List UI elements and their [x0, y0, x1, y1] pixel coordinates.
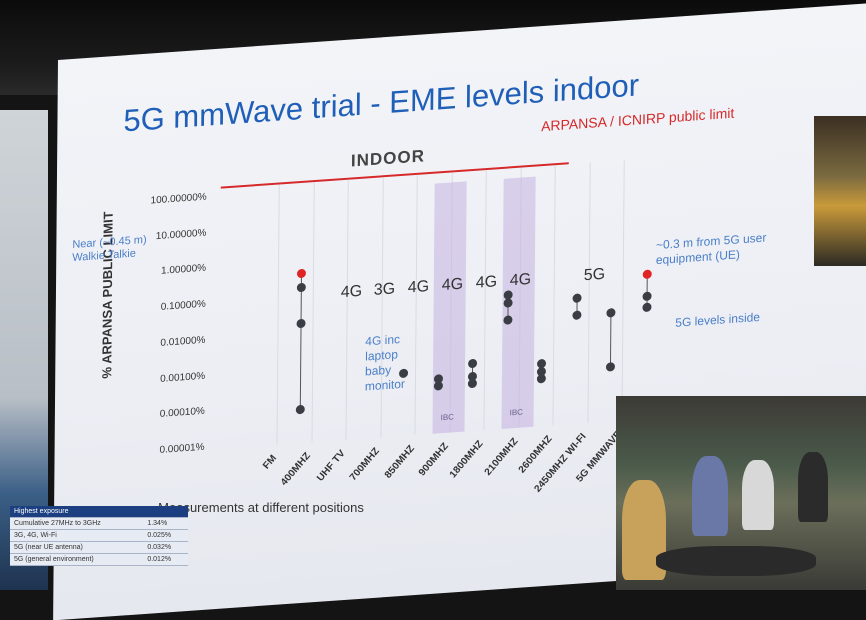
person-silhouette	[692, 456, 728, 536]
data-point	[295, 404, 305, 415]
data-point	[503, 290, 513, 300]
ibc-band-1800	[432, 181, 467, 434]
y-tick-label: 0.00010%	[159, 406, 205, 421]
row-value: 1.34%	[143, 517, 188, 530]
data-point	[642, 291, 652, 301]
y-tick-label: 1.00000%	[160, 263, 207, 278]
x-tick-label: 400MHZ	[279, 450, 314, 488]
data-point	[296, 283, 306, 293]
grid-line	[310, 182, 315, 443]
grid-line	[586, 162, 591, 423]
data-point	[468, 358, 478, 369]
x-tick-label: UHF TV	[315, 448, 348, 484]
x-tick-label: 900MHZ	[417, 441, 452, 479]
data-point	[296, 318, 306, 329]
highlight-point	[642, 269, 652, 280]
person-silhouette	[798, 452, 828, 522]
indoor-section-label: INDOOR	[350, 146, 426, 171]
grid-line	[276, 184, 280, 445]
measurements-note: • Measurements at different positions	[150, 500, 364, 515]
grid-line	[552, 165, 556, 426]
ue-annotation: ~0.3 m from 5G user equipment (UE)	[655, 230, 767, 268]
y-tick-label: 0.00001%	[159, 441, 205, 456]
person-silhouette	[742, 460, 774, 530]
row-label: 3G, 4G, Wi-Fi	[10, 529, 144, 542]
data-point	[572, 293, 582, 303]
grid-line	[621, 160, 625, 421]
tech-label-850: 3G	[373, 280, 396, 299]
data-point	[502, 315, 512, 325]
range-line	[299, 273, 302, 409]
tech-label-1800: 4G	[441, 275, 464, 295]
data-point	[571, 310, 581, 320]
tech-label-2100: 4G	[475, 273, 498, 292]
row-value: 0.032%	[143, 541, 188, 554]
table-row: 3G, 4G, Wi-Fi 0.025%	[10, 529, 188, 542]
5g-inside-annotation: 5G levels inside	[675, 309, 761, 330]
table-surface	[656, 546, 816, 576]
y-tick-label: 100.00000%	[150, 191, 207, 207]
x-tick-label: 700MHZ	[348, 445, 383, 484]
data-point	[606, 307, 616, 318]
data-point	[503, 298, 513, 308]
highlight-point	[296, 268, 306, 279]
row-value: 0.025%	[143, 529, 188, 542]
y-tick-label: 0.01000%	[160, 334, 206, 349]
x-tick-label: FM	[260, 453, 279, 472]
tech-label-2600: 4G	[509, 270, 532, 290]
x-tick-label: 850MHZ	[382, 443, 417, 481]
table-header-row: Highest exposure	[10, 506, 188, 518]
range-line	[609, 312, 612, 367]
x-tick-label: 1800MHZ	[447, 438, 486, 481]
tech-label-700: 4G	[340, 282, 363, 302]
x-tick-label: 2100MHZ	[482, 436, 521, 478]
table-header: Highest exposure	[10, 506, 188, 518]
tech-label-5g: 5G	[583, 265, 606, 285]
laptop-monitor-annotation: 4G inc laptop baby monitor	[364, 332, 406, 394]
tech-label-900: 4G	[407, 278, 430, 297]
row-label: 5G (general environment)	[10, 553, 144, 566]
public-limit-label: ARPANSA / ICNIRP public limit	[541, 104, 735, 135]
side-photo-top	[814, 116, 866, 266]
ibc-label-1: IBC	[440, 412, 455, 423]
grid-line	[414, 174, 418, 436]
ibc-label-2: IBC	[509, 407, 524, 418]
grid-line	[379, 177, 384, 438]
table-row: 5G (general environment) 0.012%	[10, 553, 188, 566]
y-tick-label: 0.10000%	[160, 298, 206, 313]
walkie-talkie-annotation: Near (~0.45 m) Walkie Talkie	[72, 233, 147, 265]
row-label: Cumulative 27MHz to 3GHz	[10, 517, 144, 530]
table-row: 5G (near UE antenna) 0.032%	[10, 541, 188, 554]
highest-exposure-table: Highest exposure Cumulative 27MHz to 3GH…	[10, 506, 188, 566]
data-point	[605, 362, 616, 372]
row-value: 0.012%	[143, 553, 188, 566]
row-label: 5G (near UE antenna)	[10, 541, 144, 554]
grid-line	[483, 170, 487, 431]
side-photo-people	[616, 396, 866, 590]
data-point	[642, 302, 652, 313]
grid-line	[345, 179, 349, 440]
y-tick-label: 0.00100%	[160, 370, 206, 385]
table-row: Cumulative 27MHz to 3GHz 1.34%	[10, 517, 188, 530]
